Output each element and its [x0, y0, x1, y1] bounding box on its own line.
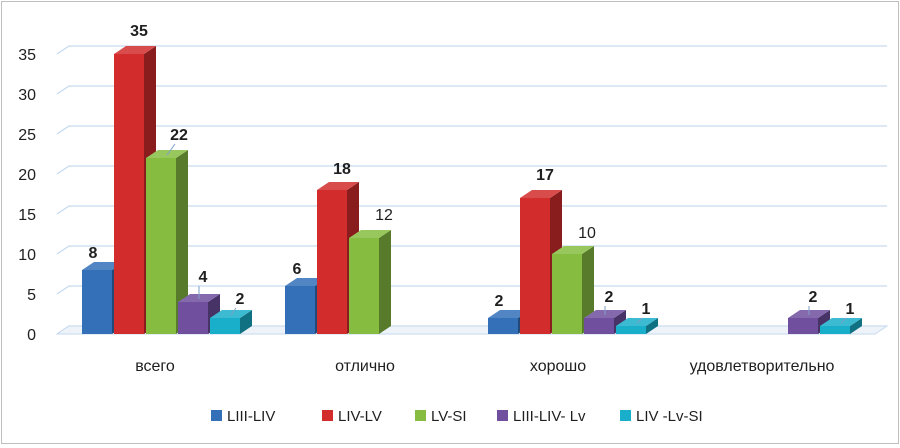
bar — [552, 246, 594, 334]
data-label: 2 — [809, 289, 818, 306]
bar — [210, 310, 252, 334]
data-label: 2 — [605, 289, 614, 306]
legend-label: LV-SI — [431, 408, 467, 425]
label-leader-line — [230, 307, 237, 316]
legend-swatch — [497, 410, 508, 421]
legend-item: LIII-LIV — [211, 408, 275, 425]
category-labels: всего отлично хорошо удовлетворительно — [135, 358, 834, 375]
label-leader-line — [166, 143, 176, 156]
data-label: 22 — [170, 127, 188, 144]
data-label: 2 — [236, 291, 245, 308]
legend-item: LIII-LIV- Lv — [497, 408, 586, 425]
y-tick-label: 20 — [18, 167, 36, 184]
y-axis-ticks: 0 5 10 15 20 25 30 35 — [18, 47, 36, 344]
legend-swatch — [322, 410, 333, 421]
legend: LIII-LIV LIV-LV LV-SI LIII-LIV- Lv LIV -Lv-S… — [211, 408, 703, 425]
gridline-depth — [56, 245, 70, 255]
y-tick-label: 0 — [27, 327, 36, 344]
y-tick-label: 5 — [27, 287, 36, 304]
data-label: 1 — [642, 301, 651, 318]
data-label: 6 — [293, 261, 302, 278]
legend-item: LV-SI — [415, 408, 467, 425]
bar — [349, 230, 391, 334]
label-leader-line — [636, 317, 643, 324]
data-label: 8 — [89, 245, 98, 262]
bar — [146, 150, 188, 334]
gridline-depth — [56, 125, 70, 135]
y-tick-label: 35 — [18, 47, 36, 64]
bars — [82, 46, 862, 334]
data-label: 10 — [578, 225, 596, 242]
legend-label: LIII-LIV — [227, 408, 275, 425]
gridline-depth — [56, 85, 70, 95]
category-label: отлично — [335, 358, 395, 375]
category-label: всего — [135, 358, 175, 375]
legend-label: LIV -Lv-SI — [636, 408, 703, 425]
bar — [820, 318, 862, 334]
bar — [616, 318, 658, 334]
legend-label: LIV-LV — [338, 408, 382, 425]
y-tick-label: 15 — [18, 207, 36, 224]
data-label: 4 — [199, 269, 208, 286]
category-label: удовлетворительно — [690, 358, 835, 375]
legend-swatch — [211, 410, 222, 421]
gridline-depth — [56, 45, 70, 55]
data-label: 17 — [536, 167, 554, 184]
label-leader-line — [840, 317, 847, 324]
data-label: 1 — [846, 301, 855, 318]
data-label: 2 — [495, 293, 504, 310]
category-label: хорошо — [530, 358, 586, 375]
gridline-depth — [56, 285, 70, 295]
y-tick-label: 25 — [18, 127, 36, 144]
y-tick-label: 10 — [18, 247, 36, 264]
legend-swatch — [415, 410, 426, 421]
gridline-depth — [56, 165, 70, 175]
legend-item: LIV -Lv-SI — [620, 408, 703, 425]
data-label: 12 — [375, 207, 393, 224]
y-tick-label: 30 — [18, 87, 36, 104]
gridline-depth — [56, 205, 70, 215]
gridlines — [55, 45, 889, 335]
legend-label: LIII-LIV- Lv — [513, 408, 586, 425]
data-label: 35 — [130, 23, 148, 40]
legend-swatch — [620, 410, 631, 421]
legend-item: LIV-LV — [322, 408, 382, 425]
data-label: 18 — [333, 161, 351, 178]
